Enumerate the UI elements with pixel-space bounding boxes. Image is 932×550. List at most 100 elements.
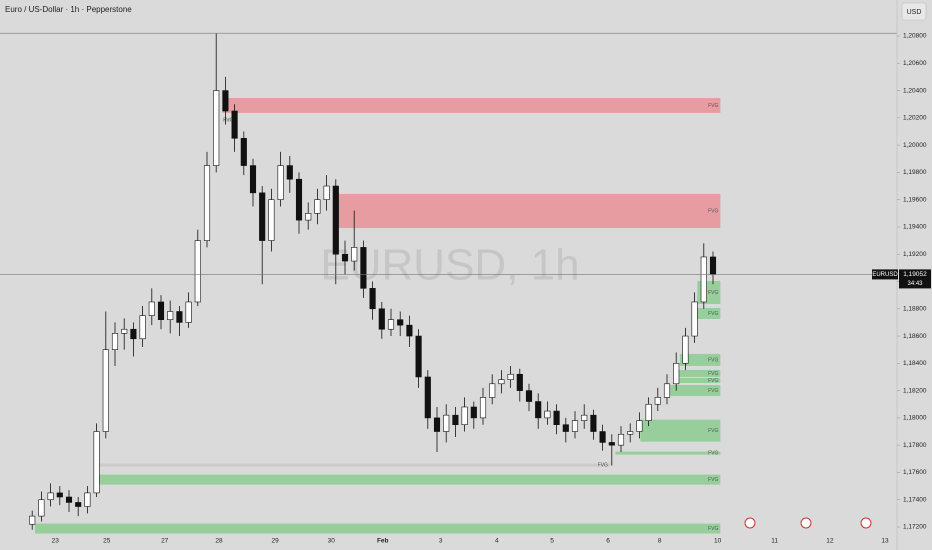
candle-body [479, 397, 487, 419]
y-tick-label: 1,17200 [903, 524, 927, 531]
x-tick-label: 10 [714, 538, 722, 545]
candle-body [176, 311, 183, 323]
candle-body [507, 373, 514, 381]
y-tick-label: 1,18400 [903, 360, 927, 367]
symbol-badge [872, 269, 898, 280]
candle-body [581, 414, 588, 421]
y-tick-label: 1,17600 [903, 469, 927, 476]
candle-body [121, 328, 128, 334]
fvg-label: FVG [708, 526, 718, 532]
fvg-zone [640, 419, 721, 442]
candle-body [673, 363, 680, 385]
candle-body [599, 431, 606, 443]
fvg-label: FVG [708, 290, 718, 296]
candle-body [617, 433, 625, 446]
x-tick-label: 5 [550, 538, 554, 545]
candle-body [645, 403, 652, 421]
candle-body [102, 349, 109, 432]
candle-body [130, 328, 137, 340]
x-tick-label: 29 [271, 538, 279, 545]
y-tick-label: 1,17400 [903, 496, 927, 503]
candle-body [75, 502, 82, 507]
candle-body [65, 496, 73, 503]
zones: FVGFVGFVGFVGFVGFVGFVGFVGFVGFVGFVGFVGFVGF… [34, 98, 721, 534]
candle-body [369, 288, 376, 310]
candle-body [148, 301, 155, 316]
fvg-zone [677, 370, 721, 377]
fvg-zone [94, 474, 721, 485]
candle-body [433, 417, 441, 432]
x-tick-label: 28 [215, 538, 223, 545]
candle-body [231, 110, 238, 139]
x-tick-label: 3 [439, 538, 443, 545]
candle-body [387, 319, 395, 330]
chart-title: Euro / US-Dollar · 1h · Pepperstone [5, 5, 132, 14]
fvg-label: FVG [708, 311, 718, 317]
price-badge [899, 269, 931, 289]
x-tick-label: 27 [161, 538, 169, 545]
y-tick-label: 1,20600 [903, 60, 927, 67]
candle-body [360, 247, 367, 289]
event-icons [744, 517, 872, 529]
candle-body [47, 492, 54, 501]
candle-body [213, 90, 220, 166]
price-label: 1,19052 [903, 271, 927, 278]
candle-body [305, 213, 312, 221]
y-tick-label: 1,17800 [903, 442, 927, 449]
x-tick-label: 8 [658, 538, 662, 545]
event-icon[interactable] [860, 517, 872, 529]
candle-body [38, 499, 45, 517]
candle-body [461, 406, 468, 426]
event-icon[interactable] [800, 517, 812, 529]
candle-body [663, 383, 671, 398]
candle-body [709, 256, 717, 275]
candle-body [111, 333, 119, 350]
candle-body [194, 240, 201, 303]
fvg-label: FVG [223, 117, 233, 123]
fvg-zone [665, 385, 721, 396]
y-tick-label: 1,19800 [903, 169, 927, 176]
candle-body [249, 165, 257, 194]
x-tick-label: 13 [881, 538, 889, 545]
fvg-label: FVG [708, 357, 718, 363]
candle-body [562, 424, 569, 432]
y-tick-label: 1,20200 [903, 115, 927, 122]
candle-body [222, 90, 229, 112]
candle-body [397, 319, 404, 326]
symbol-label: EURUSD [872, 272, 898, 278]
candle-body [470, 406, 477, 419]
x-tick-label: 25 [103, 538, 111, 545]
event-icon[interactable] [744, 517, 756, 529]
candle-body [590, 414, 597, 432]
candle-body [415, 335, 422, 378]
currency-button[interactable] [901, 2, 927, 21]
candle-body [535, 401, 542, 419]
y-tick-label: 1,18800 [903, 305, 927, 312]
candle-body [608, 442, 615, 446]
candle-body [489, 383, 496, 398]
candle-body [157, 301, 165, 320]
fvg-label: FVG [598, 462, 608, 468]
fvg-zone [679, 353, 721, 366]
y-tick-label: 1,20400 [903, 87, 927, 94]
fvg-zone [34, 523, 721, 534]
candle-body [268, 199, 275, 241]
fvg-zone [677, 377, 721, 383]
fvg-zone [222, 118, 236, 122]
candle-body [378, 308, 385, 330]
candle-body [185, 301, 192, 323]
x-tick-label: 6 [606, 538, 610, 545]
candle-body [553, 410, 560, 426]
candle-body [84, 492, 91, 507]
fvg-zone [697, 307, 721, 320]
candles [29, 33, 717, 530]
candle-body [277, 165, 284, 200]
candle-body [691, 301, 698, 337]
fvg-label: FVG [708, 388, 718, 394]
candle-body [424, 376, 431, 419]
candle-body [167, 311, 174, 320]
fvg-zone [94, 463, 610, 467]
